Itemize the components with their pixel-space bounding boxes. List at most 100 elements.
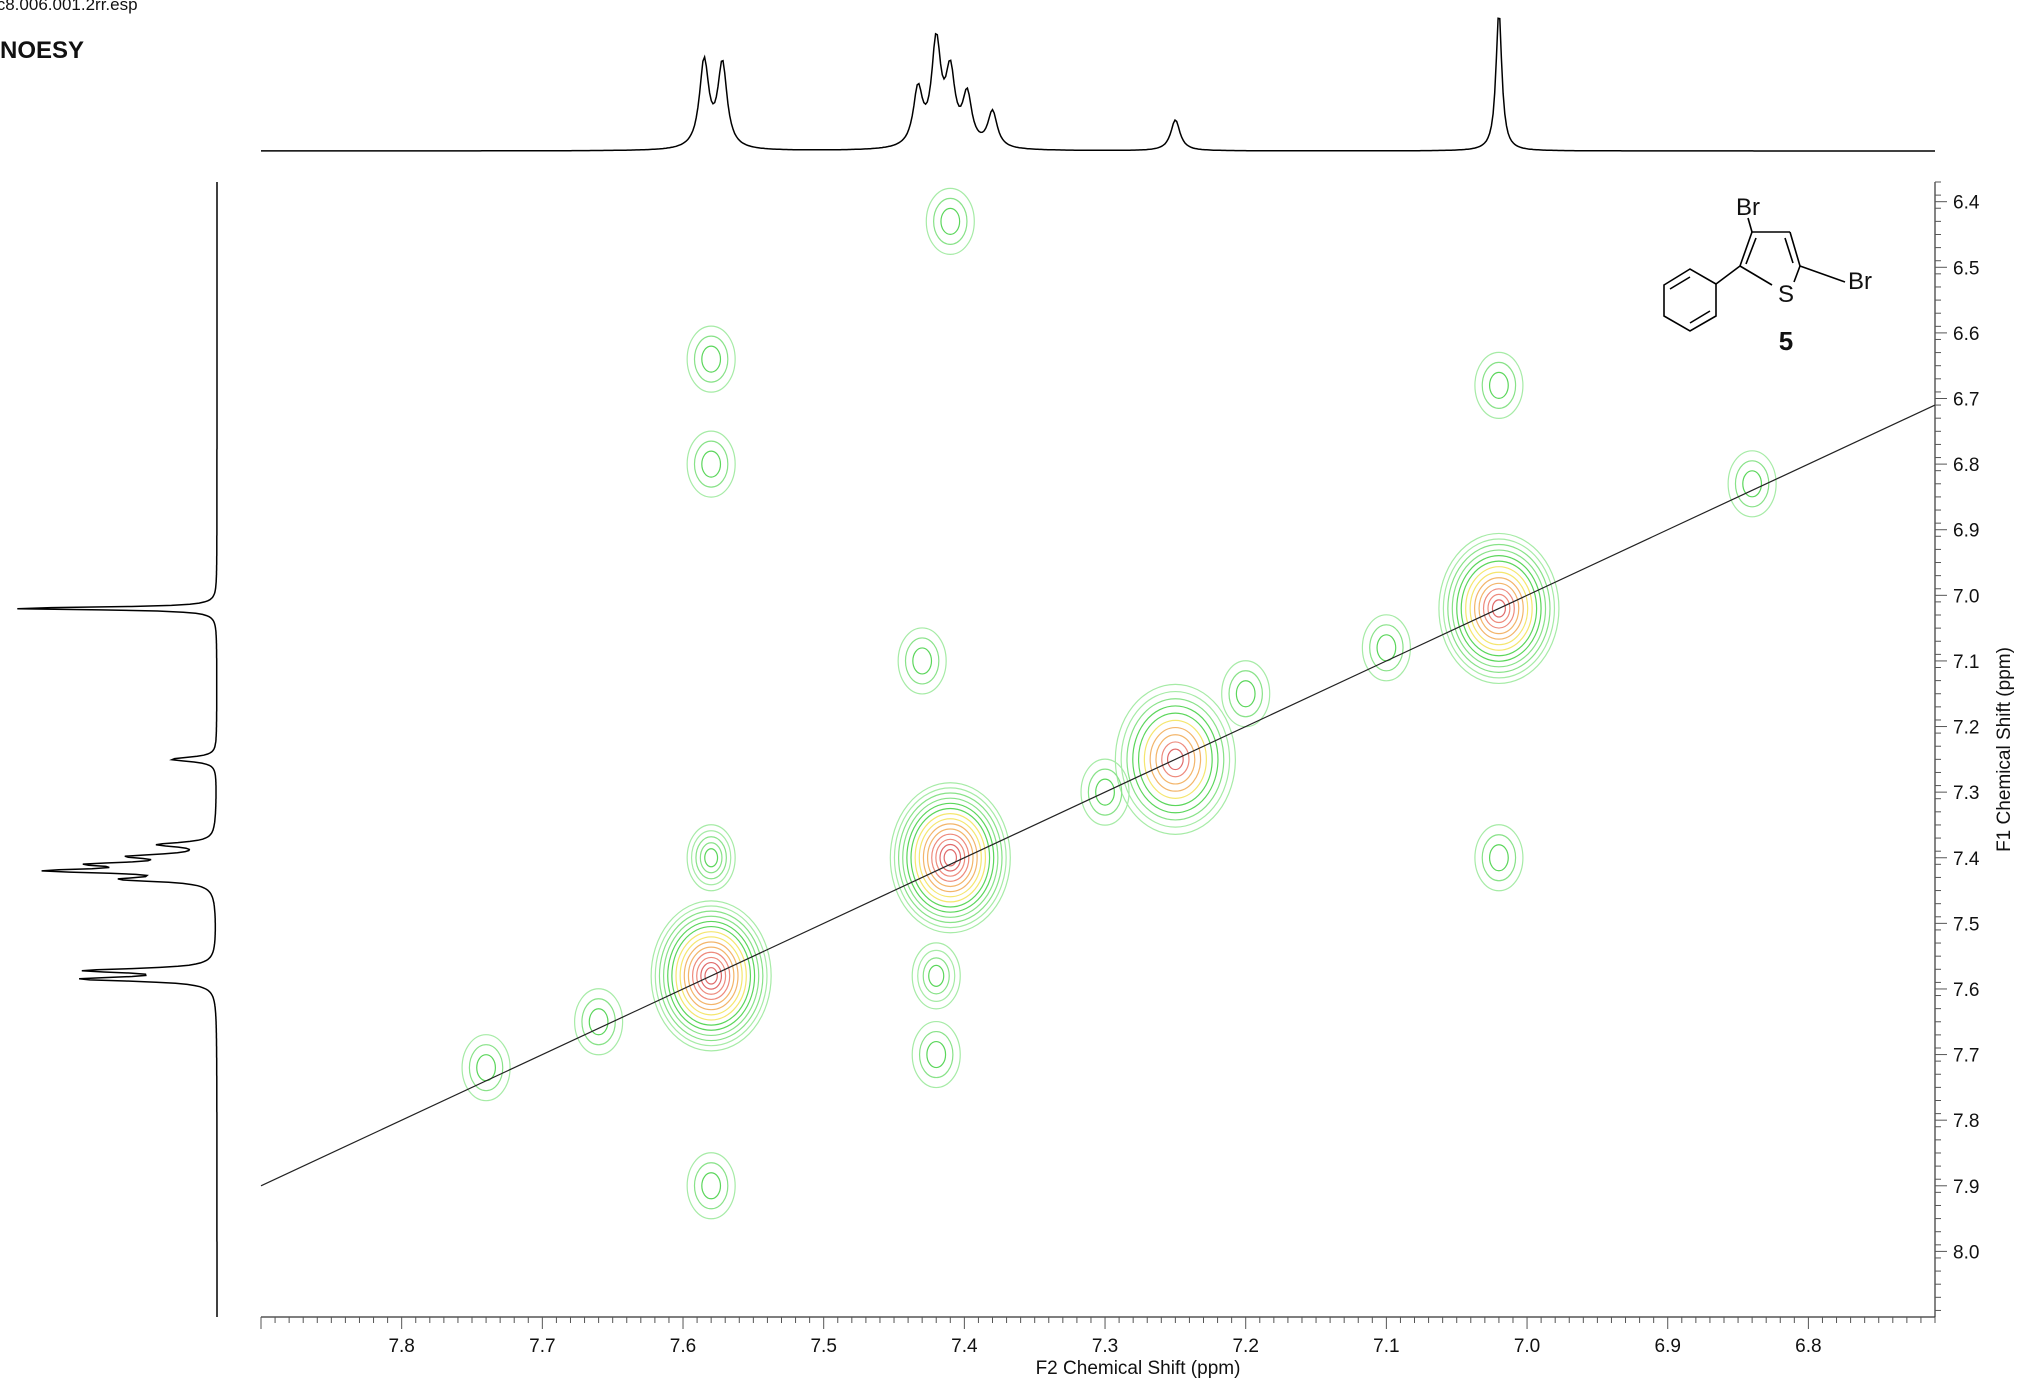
cross-peak-contour: [1438, 532, 1560, 685]
cross-peak-contour: [1451, 549, 1547, 668]
cross-peak-contour: [1161, 741, 1190, 778]
cross-peak-contour: [581, 998, 616, 1046]
cross-peak-contour: [1478, 582, 1520, 635]
cross-peak-contour: [1442, 538, 1556, 679]
cross-peak-contour: [476, 1054, 497, 1082]
cross-peak-contour: [1727, 450, 1777, 518]
y-tick-label: 7.0: [1953, 586, 1979, 607]
cross-peak-contour: [1481, 834, 1517, 882]
y-tick-label: 6.8: [1953, 455, 1979, 476]
cross-peak-contour: [940, 207, 961, 235]
cross-peak-contour: [1095, 778, 1115, 806]
x-tick-label: 7.3: [1092, 1336, 1118, 1357]
cross-peak-contour: [701, 450, 722, 478]
cross-peak-contour: [1734, 460, 1770, 508]
cross-peak-contour: [650, 900, 772, 1052]
cross-peak-contour: [662, 915, 760, 1037]
y-tick-label: 7.4: [1953, 849, 1980, 870]
cross-peak-contour: [686, 824, 736, 892]
cross-peak-contour: [1114, 683, 1236, 835]
cross-peak-contour: [931, 833, 970, 882]
cross-peak-contour: [897, 792, 1003, 924]
cross-peak-contour: [1456, 554, 1542, 662]
diagonal-line: [260, 404, 1936, 1187]
y-tick-label: 7.1: [1953, 652, 1979, 673]
x-tick-label: 7.0: [1514, 1336, 1540, 1357]
cross-peak-contour: [461, 1034, 511, 1102]
cross-peak-contour: [928, 964, 945, 987]
x-tick-label: 6.8: [1795, 1336, 1821, 1357]
y-tick-label: 7.9: [1953, 1177, 1979, 1198]
cross-peak-contour: [926, 828, 974, 888]
cross-peak-contour: [1087, 768, 1123, 816]
cross-peak-contour: [889, 782, 1011, 934]
x-tick-label: 7.5: [810, 1336, 836, 1357]
cross-peak-contour: [1155, 734, 1196, 785]
cross-peak-contour: [911, 942, 961, 1010]
cross-peak-contour: [1481, 361, 1517, 409]
cross-peak-contour: [1488, 371, 1509, 399]
y-tick-label: 7.5: [1953, 914, 1979, 935]
cross-peak-contour: [1149, 726, 1202, 792]
experiment-title: NOESY: [0, 37, 84, 64]
compound-number: 5: [1779, 326, 1793, 356]
cross-peak-contour: [926, 1040, 947, 1069]
cross-peak-contour: [1469, 571, 1529, 646]
y-axis-label: F1 Chemical Shift (ppm): [1994, 647, 2015, 852]
cross-peak-contour: [897, 627, 947, 695]
cross-peak-contour: [1474, 824, 1524, 892]
cross-peak-contour: [691, 951, 731, 1001]
cross-peak-contour: [468, 1044, 504, 1092]
cross-peak-contour: [1491, 599, 1506, 618]
cross-peak-contour: [686, 1152, 736, 1220]
cross-peak-contour: [686, 430, 736, 498]
bromine-label-right: Br: [1848, 268, 1872, 295]
cross-peak-contour: [1369, 624, 1404, 672]
cross-peak-contour: [696, 956, 727, 995]
cross-peak-contour: [1166, 748, 1184, 771]
cross-peak-contour: [933, 197, 968, 245]
cross-peak-contour: [588, 1008, 609, 1036]
cross-peak-contour: [701, 1172, 722, 1200]
cross-peak-contour: [922, 823, 978, 893]
cross-peak-contour: [675, 931, 747, 1021]
x-axis-label: F2 Chemical Shift (ppm): [1036, 1358, 1241, 1379]
cross-peak-contour: [925, 187, 975, 255]
cross-peak-contour: [654, 905, 768, 1047]
cross-peak-contour: [912, 647, 933, 675]
y-tick-label: 6.7: [1953, 390, 1979, 411]
cross-peak-contour: [686, 325, 736, 393]
cross-peak-contour: [700, 961, 723, 990]
x-tick-label: 6.9: [1655, 1336, 1681, 1357]
cross-peak-contour: [683, 941, 739, 1011]
cross-peak-contour: [679, 936, 743, 1016]
cross-peak-contour: [914, 813, 987, 903]
cross-peak-contour: [693, 440, 729, 488]
cross-peak-contour: [699, 842, 723, 874]
cross-peak-contour: [701, 345, 722, 373]
cross-peak-contour: [918, 818, 982, 898]
cross-peak-contour: [943, 849, 958, 867]
y-tick-label: 7.7: [1953, 1046, 1979, 1067]
cross-peak-contour: [906, 802, 995, 913]
f1-projection-trace: [17, 182, 218, 1317]
cross-peak-contour: [1361, 614, 1411, 682]
cross-peak-contour: [922, 957, 950, 995]
sulfur-label: S: [1778, 281, 1794, 308]
compound-structure: [1663, 217, 1846, 332]
x-tick-label: 7.8: [388, 1336, 414, 1357]
contour-layer: [461, 187, 1777, 1220]
x-tick-label: 7.7: [529, 1336, 555, 1357]
cross-peak-contour: [1228, 670, 1263, 718]
cross-peak-contour: [918, 1030, 954, 1079]
benzene-ring: [1663, 268, 1717, 332]
cross-peak-contour: [1235, 680, 1256, 708]
x-tick-label: 7.6: [670, 1336, 696, 1357]
cross-peak-contour: [1465, 566, 1533, 651]
y-tick-label: 7.3: [1953, 783, 1979, 804]
y-tick-label: 7.6: [1953, 980, 1979, 1001]
cross-peak-contour: [917, 949, 956, 1002]
y-tick-label: 7.2: [1953, 718, 1979, 739]
cross-peak-contour: [1460, 560, 1538, 657]
